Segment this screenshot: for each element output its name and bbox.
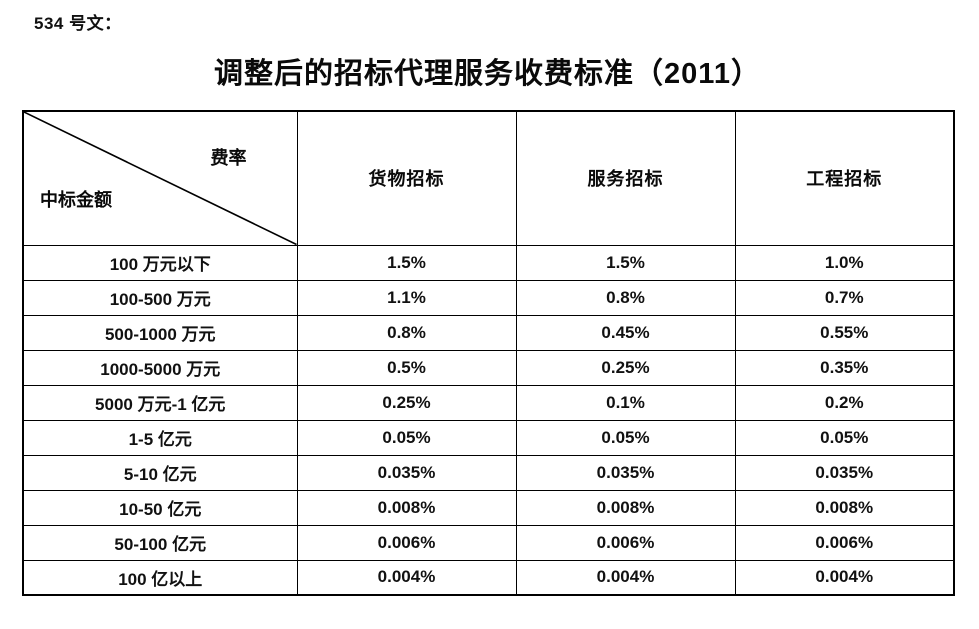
rate-cell: 0.05% <box>296 419 517 456</box>
rate-cell: 0.35% <box>734 349 955 386</box>
rate-cell: 0.006% <box>296 524 517 561</box>
table-row: 5-10 亿元 0.035% 0.035% 0.035% <box>22 454 955 491</box>
rate-cell: 1.1% <box>296 279 517 316</box>
amount-cell: 100-500 万元 <box>22 279 298 316</box>
table-row: 100-500 万元 1.1% 0.8% 0.7% <box>22 279 955 316</box>
rate-cell: 0.1% <box>515 384 736 421</box>
rate-cell: 0.8% <box>296 314 517 351</box>
rate-cell: 1.0% <box>734 244 955 281</box>
amount-cell: 5-10 亿元 <box>22 454 298 491</box>
rate-cell: 0.035% <box>296 454 517 491</box>
amount-cell: 5000 万元-1 亿元 <box>22 384 298 421</box>
rate-cell: 0.008% <box>515 489 736 526</box>
rate-cell: 0.05% <box>515 419 736 456</box>
rate-cell: 0.25% <box>296 384 517 421</box>
rate-cell: 0.05% <box>734 419 955 456</box>
amount-cell: 100 亿以上 <box>22 559 298 596</box>
rate-cell: 0.25% <box>515 349 736 386</box>
rate-cell: 1.5% <box>515 244 736 281</box>
rate-cell: 0.006% <box>515 524 736 561</box>
amount-cell: 1000-5000 万元 <box>22 349 298 386</box>
page-title: 调整后的招标代理服务收费标准（2011） <box>214 58 761 90</box>
document-number-label: 534 号文： <box>34 14 122 33</box>
amount-cell: 50-100 亿元 <box>22 524 298 561</box>
corner-label-rate: 费率 <box>210 148 247 168</box>
table-row: 1000-5000 万元 0.5% 0.25% 0.35% <box>22 349 955 386</box>
rate-cell: 0.55% <box>734 314 955 351</box>
column-header-engineering: 工程招标 <box>734 110 955 246</box>
rate-cell: 0.004% <box>734 559 955 596</box>
rate-cell: 0.008% <box>296 489 517 526</box>
table-row: 1-5 亿元 0.05% 0.05% 0.05% <box>22 419 955 456</box>
amount-cell: 500-1000 万元 <box>22 314 298 351</box>
rate-cell: 0.035% <box>734 454 955 491</box>
diagonal-line <box>24 112 297 245</box>
rate-cell: 0.004% <box>515 559 736 596</box>
rate-cell: 0.008% <box>734 489 955 526</box>
rate-cell: 0.7% <box>734 279 955 316</box>
table-row: 5000 万元-1 亿元 0.25% 0.1% 0.2% <box>22 384 955 421</box>
table-row: 500-1000 万元 0.8% 0.45% 0.55% <box>22 314 955 351</box>
rate-cell: 0.004% <box>296 559 517 596</box>
fee-standard-table: 费率 中标金额 货物招标 服务招标 工程招标 100 万元以下 1.5% 1.5% 1… <box>22 110 955 596</box>
rate-cell: 1.5% <box>296 244 517 281</box>
rate-cell: 0.8% <box>515 279 736 316</box>
rate-cell: 0.2% <box>734 384 955 421</box>
diagonal-corner-cell: 费率 中标金额 <box>22 110 298 246</box>
corner-label-amount: 中标金额 <box>40 190 112 210</box>
rate-cell: 0.45% <box>515 314 736 351</box>
column-header-services: 服务招标 <box>515 110 736 246</box>
table-header-row: 费率 中标金额 货物招标 服务招标 工程招标 <box>22 110 955 246</box>
rate-cell: 0.5% <box>296 349 517 386</box>
rate-cell: 0.006% <box>734 524 955 561</box>
rate-cell: 0.035% <box>515 454 736 491</box>
table-row: 50-100 亿元 0.006% 0.006% 0.006% <box>22 524 955 561</box>
table-row: 100 万元以下 1.5% 1.5% 1.0% <box>22 244 955 281</box>
amount-cell: 1-5 亿元 <box>22 419 298 456</box>
table-row: 100 亿以上 0.004% 0.004% 0.004% <box>22 559 955 596</box>
table-row: 10-50 亿元 0.008% 0.008% 0.008% <box>22 489 955 526</box>
column-header-goods: 货物招标 <box>296 110 517 246</box>
amount-cell: 10-50 亿元 <box>22 489 298 526</box>
amount-cell: 100 万元以下 <box>22 244 298 281</box>
